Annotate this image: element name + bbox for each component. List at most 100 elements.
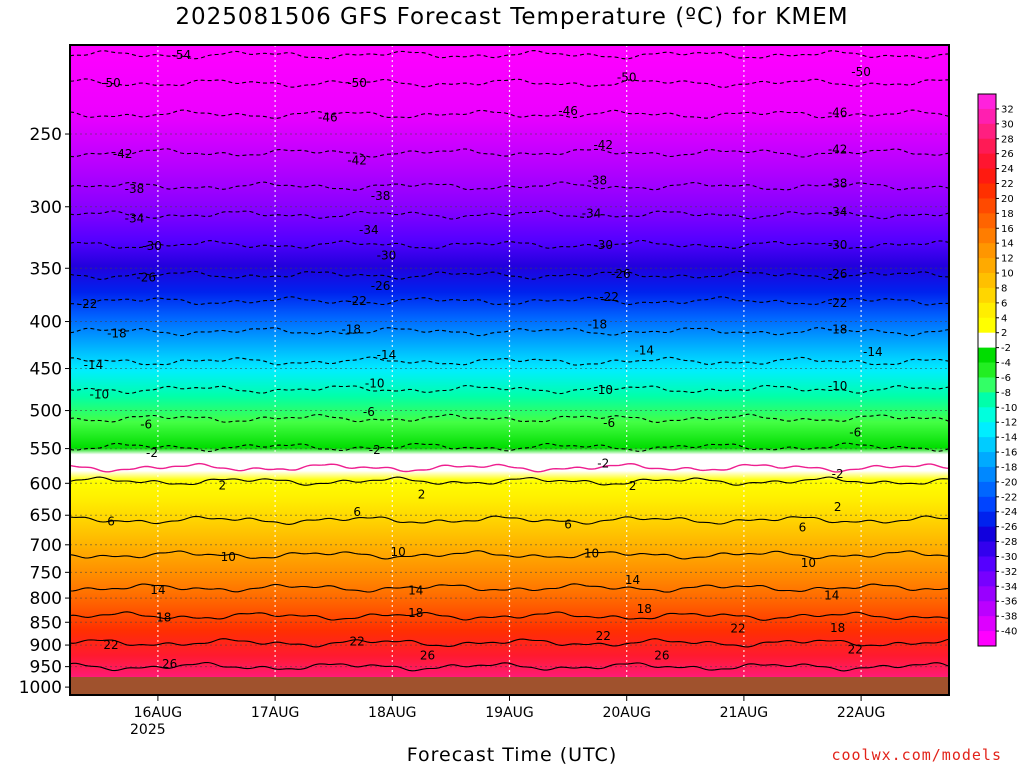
contour-label: 18: [408, 606, 423, 620]
isotherm-line: [70, 78, 949, 88]
contour-label: 6: [799, 520, 807, 534]
contour-label: 6: [564, 517, 572, 531]
contour-label: -50: [617, 71, 637, 85]
colorbar-swatch: [978, 556, 996, 572]
isotherm-line: [70, 210, 949, 220]
colorbar-swatch: [978, 422, 996, 438]
colorbar-swatch: [978, 437, 996, 453]
y-tick-label: 300: [30, 198, 62, 218]
contour-label: -18: [107, 326, 127, 340]
contour-label: 10: [391, 545, 406, 559]
isotherm-line: [70, 181, 949, 191]
contour-label: 2: [629, 479, 637, 493]
colorbar-swatch: [978, 108, 996, 125]
y-tick-label: 800: [30, 589, 62, 609]
contour-label: 22: [596, 629, 611, 643]
credit-link[interactable]: coolwx.com/models: [831, 746, 1002, 764]
isotherm-line: [70, 550, 949, 560]
colorbar-label: 12: [1001, 254, 1014, 265]
isotherm-line: [70, 583, 949, 593]
contour-label: -38: [371, 189, 391, 203]
colorbar-swatch: [978, 213, 996, 229]
contour-label: -30: [377, 249, 397, 263]
y-axis: 250 300 350 400 450 500 550 600 650 700 750 800 850 9…: [19, 125, 70, 698]
y-tick-label: 1000: [19, 678, 62, 698]
contour-label: -10: [593, 383, 613, 397]
colorbar-label: -6: [1001, 373, 1011, 384]
colorbar-label: 16: [1001, 224, 1014, 235]
x-tick-label: 18AUG: [368, 705, 417, 721]
x-axis-title: Forecast Time (UTC): [406, 744, 618, 766]
contour-label: 22: [848, 642, 863, 656]
colorbar-swatch: [978, 377, 996, 393]
isotherm-line: [70, 270, 949, 280]
y-tick-label: 850: [30, 613, 62, 633]
freezing-level-line: [70, 462, 949, 473]
ground-surface: [70, 677, 949, 695]
contour-label: 6: [353, 505, 361, 519]
x-year-label: 2025: [130, 722, 166, 738]
contour-label: -38: [828, 176, 848, 190]
colorbar-label: -40: [1001, 627, 1017, 638]
contour-label: 14: [625, 573, 640, 587]
contour-label: 18: [156, 611, 171, 625]
colorbar-label: -12: [1001, 418, 1017, 429]
contour-label: -14: [84, 358, 104, 372]
contour-label: 14: [150, 583, 165, 597]
contour-label: 26: [420, 649, 435, 663]
contour-label: 2: [834, 500, 842, 514]
contour-label: -26: [371, 279, 391, 293]
isotherm-line: [70, 515, 949, 525]
contour-label: 22: [103, 638, 118, 652]
colorbar-label: 10: [1001, 269, 1014, 280]
contour-label: 26: [654, 649, 669, 663]
contour-label: -18: [341, 322, 361, 336]
isotherm-line: [70, 476, 949, 486]
y-tick-label: 450: [30, 360, 62, 380]
colorbar-label: -32: [1001, 567, 1017, 578]
y-tick-label: 700: [30, 536, 62, 556]
contour-label: -22: [828, 296, 848, 310]
contour-label: 22: [349, 635, 364, 649]
isotherm-line: [70, 356, 949, 366]
contour-label: 2: [219, 478, 227, 492]
colorbar-label: 20: [1001, 194, 1014, 205]
chart-title: 2025081506 GFS Forecast Temperature (ºC)…: [175, 4, 849, 30]
contour-label: -42: [828, 143, 848, 157]
colorbar-label: -26: [1001, 522, 1017, 533]
y-tick-label: 600: [30, 474, 62, 494]
plot-area: -54 -50 -50 -50 -50 -46 -46 -46 -42 -42 -42 -42 -38 -…: [69, 44, 950, 696]
colorbar-swatch: [978, 198, 996, 214]
contour-label: -50: [851, 65, 871, 79]
colorbar-label: 26: [1001, 149, 1014, 160]
colorbar-swatch: [978, 526, 996, 543]
isotherm-line: [70, 109, 949, 119]
colorbar-label: -4: [1001, 358, 1011, 369]
isotherm-line: [70, 296, 949, 306]
contour-label: -6: [849, 425, 861, 439]
contour-label: -46: [318, 111, 338, 125]
contour-label: -18: [588, 318, 608, 332]
y-tick-label: 550: [30, 440, 62, 460]
contour-label: -34: [828, 205, 848, 219]
x-tick-label: 21AUG: [720, 705, 769, 721]
contour-label: -14: [863, 345, 883, 359]
colorbar-swatch: [978, 317, 996, 334]
colorbar-swatch: [978, 466, 996, 483]
y-tick-label: 900: [30, 636, 62, 656]
colorbar-swatch: [978, 616, 996, 632]
isotherm-line: [70, 148, 949, 158]
colorbar-label: -38: [1001, 612, 1017, 623]
colorbar-swatch: [978, 347, 996, 364]
colorbar-label: -10: [1001, 403, 1017, 414]
contour-label: -22: [347, 294, 367, 308]
colorbar-swatch: [978, 407, 996, 423]
isotherm-line: [70, 638, 949, 648]
colorbar-label: 6: [1001, 298, 1007, 309]
x-tick-label: 22AUG: [837, 705, 886, 721]
contour-label: -10: [89, 387, 109, 401]
contour-label: -42: [347, 153, 367, 167]
colorbar: 32 30 28 26 24 22 20 18 16 14 12 10 8 6 4 2 -2 -4 -6 -8 -10 -…: [977, 93, 1017, 647]
y-tick-label: 500: [30, 402, 62, 422]
